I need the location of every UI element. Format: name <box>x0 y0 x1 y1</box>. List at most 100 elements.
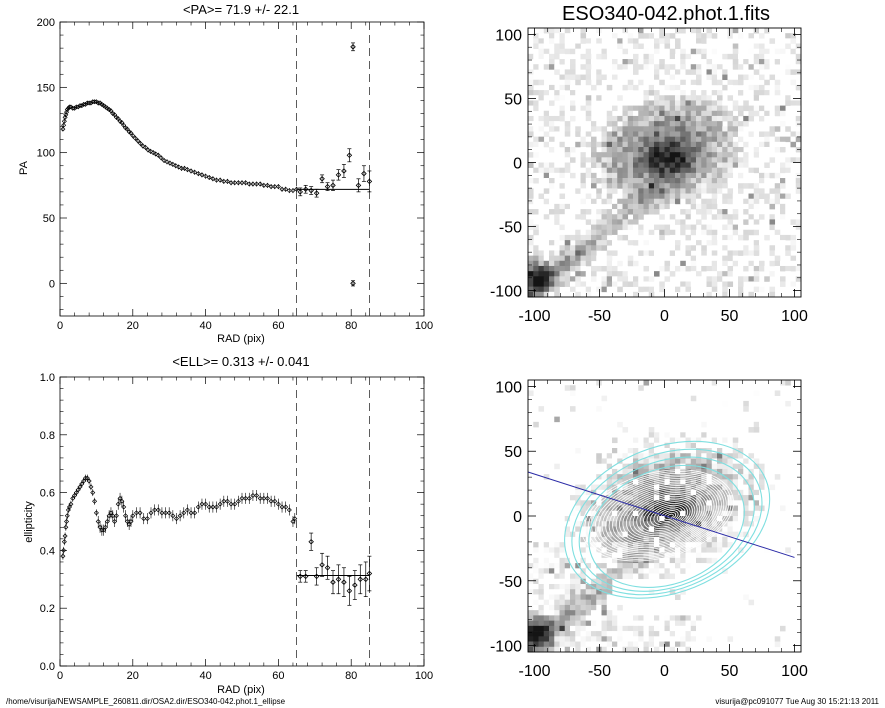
image-pixel <box>727 95 734 101</box>
masked-pixel <box>680 437 686 444</box>
image-pixel <box>664 563 671 569</box>
image-pixel <box>564 136 571 143</box>
image-pixel <box>685 631 692 637</box>
image-pixel <box>549 53 555 60</box>
image-pixel <box>596 126 602 132</box>
image-pixel <box>575 281 581 287</box>
image-pixel <box>564 59 571 65</box>
image-pixel <box>748 209 755 215</box>
image-pixel <box>538 126 545 132</box>
image-pixel <box>570 255 576 262</box>
image-pixel <box>543 48 550 55</box>
image-pixel <box>606 578 613 585</box>
data-point <box>330 579 336 585</box>
image-pixel <box>701 188 707 194</box>
image-pixel <box>722 193 728 200</box>
image-pixel <box>564 631 571 637</box>
image-pixel <box>685 193 692 200</box>
image-pixel <box>622 521 629 527</box>
image-pixel <box>612 437 618 444</box>
image-pixel <box>564 615 571 621</box>
image-pixel <box>711 33 718 39</box>
data-point <box>135 138 141 144</box>
image-pixel <box>612 625 618 632</box>
image-pixel <box>664 536 671 543</box>
image-pixel <box>717 547 723 553</box>
image-pixel <box>664 453 671 459</box>
image-pixel <box>622 115 629 122</box>
image-pixel <box>596 380 602 386</box>
image-pixel <box>575 610 581 616</box>
image-pixel <box>606 255 613 262</box>
image-pixel <box>564 625 571 632</box>
image-pixel <box>559 646 566 653</box>
image-pixel <box>669 64 676 70</box>
image-pixel <box>622 64 629 70</box>
image-pixel <box>585 136 592 143</box>
image-pixel <box>748 573 755 580</box>
image-pixel <box>648 573 655 580</box>
image-pixel <box>659 573 665 580</box>
image-pixel <box>622 183 629 189</box>
image-pixel <box>711 110 718 117</box>
image-pixel <box>722 547 728 553</box>
image-pixel <box>701 172 707 179</box>
image-pixel <box>696 234 702 241</box>
image-pixel <box>549 615 555 621</box>
image-pixel <box>533 631 539 637</box>
image-pixel <box>570 390 576 396</box>
image-pixel <box>690 265 697 272</box>
image-pixel <box>769 484 776 491</box>
image-pixel <box>701 59 707 65</box>
image-pixel <box>664 437 671 444</box>
image-pixel <box>669 521 676 527</box>
image-pixel <box>701 516 707 522</box>
data-point <box>272 498 278 504</box>
image-pixel <box>717 234 723 241</box>
y-tick-label: 150 <box>37 82 55 94</box>
image-pixel <box>738 448 744 454</box>
x-tick-label: -50 <box>588 663 611 680</box>
image-pixel <box>696 505 702 512</box>
image-pixel <box>559 193 566 200</box>
image-pixel <box>722 536 728 543</box>
image-pixel <box>591 636 597 642</box>
image-pixel <box>664 198 671 205</box>
data-point <box>275 501 281 507</box>
image-pixel <box>549 59 555 65</box>
image-pixel <box>580 209 587 215</box>
image-pixel <box>690 131 697 137</box>
image-pixel <box>659 172 665 179</box>
image-pixel <box>732 453 739 459</box>
image-pixel <box>748 260 755 267</box>
image-pixel <box>669 240 676 246</box>
image-pixel <box>591 152 597 158</box>
image-pixel <box>528 240 534 246</box>
image-pixel <box>617 234 623 241</box>
image-pixel <box>648 209 655 215</box>
image-pixel <box>701 126 707 132</box>
image-pixel <box>706 157 713 163</box>
image-pixel <box>528 573 534 580</box>
image-pixel <box>664 276 671 282</box>
image-pixel <box>580 505 587 512</box>
image-pixel <box>659 505 665 512</box>
image-pixel <box>654 281 660 287</box>
image-pixel <box>543 188 550 194</box>
image-pixel <box>559 105 566 112</box>
image-pixel <box>785 157 791 163</box>
image-pixel <box>675 240 681 246</box>
image-pixel <box>685 162 692 168</box>
image-pixel <box>764 131 770 137</box>
image-pixel <box>785 265 791 272</box>
image-pixel <box>654 631 660 637</box>
image-pixel <box>711 271 718 277</box>
masked-pixel <box>696 442 702 449</box>
image-pixel <box>606 599 613 606</box>
x-tick-label: 50 <box>721 308 739 325</box>
image-pixel <box>759 178 765 184</box>
image-pixel <box>659 95 665 101</box>
image-pixel <box>795 183 802 189</box>
image-pixel <box>722 33 728 39</box>
